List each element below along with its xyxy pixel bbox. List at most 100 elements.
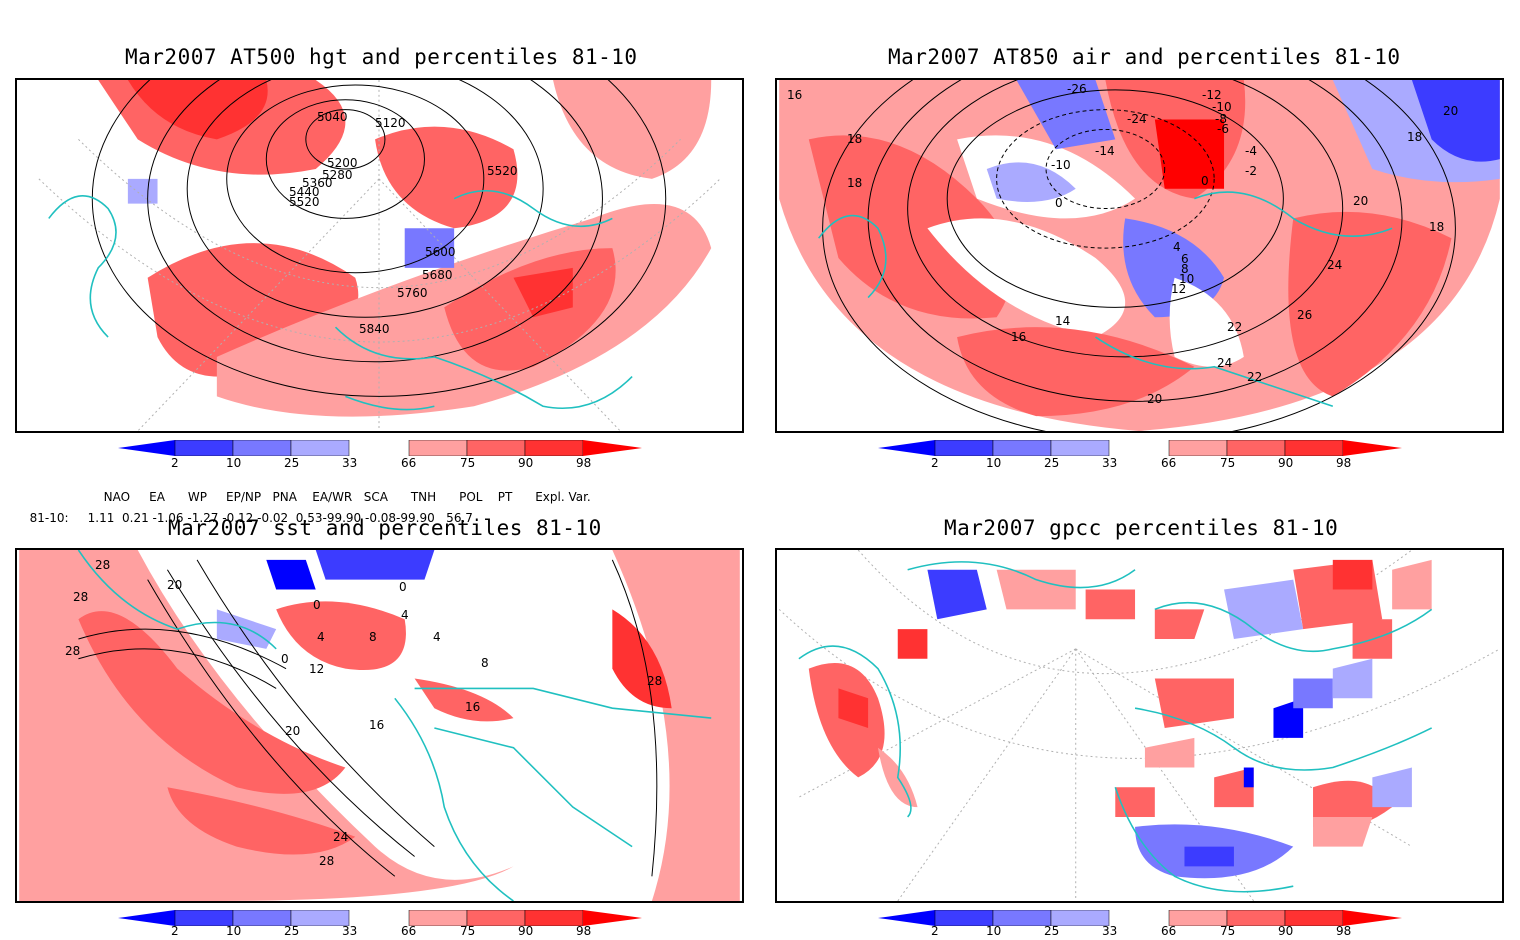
contour-label: -8 (1215, 112, 1227, 126)
contour-label: 24 (1217, 356, 1233, 370)
index-values: 1.11 0.21 -1.06 -1.27 -0.12 -0.02 0.53-9… (87, 511, 473, 525)
contour-label: 10 (1179, 272, 1195, 286)
shade-area (612, 609, 672, 709)
map-sst-svg (19, 550, 740, 901)
contour-label: 0 (1201, 174, 1209, 188)
contour-label: -26 (1067, 82, 1087, 96)
shade-area (927, 218, 1126, 338)
contour-label: 4 (1173, 240, 1181, 254)
shade-area (127, 178, 158, 204)
contour-label: 0 (1055, 196, 1063, 210)
colorbar-tick: 66 (401, 924, 417, 938)
index-header: EA (149, 490, 165, 504)
colorbar-sst-svg (118, 909, 642, 927)
colorbar-sst: 2 10 25 33 66 75 90 98 (118, 909, 642, 940)
colorbar-tick: 33 (1102, 924, 1118, 938)
map-gpcc-svg (779, 550, 1500, 901)
contour-label: 8 (1181, 262, 1189, 276)
contour-label: -24 (1127, 112, 1147, 126)
contour-label: 4 (317, 630, 325, 644)
contour-label: 16 (787, 88, 803, 102)
contour-label: 26 (1297, 308, 1313, 322)
contour-label: 5840 (359, 322, 390, 336)
contour-label: -12 (1202, 88, 1222, 102)
colorbar-tick: 75 (460, 456, 476, 470)
colorbar-tick: 75 (1220, 924, 1236, 938)
index-header: POL (459, 490, 483, 504)
index-header: EP/NP (226, 490, 262, 504)
shade-area (276, 601, 406, 671)
colorbar-tick: 90 (1278, 924, 1294, 938)
colorbar-tick: 90 (518, 456, 534, 470)
colorbar-tick: 98 (576, 924, 592, 938)
colorbar-tick: 10 (986, 924, 1002, 938)
colorbar-gpcc: 2 10 25 33 66 75 90 98 (878, 909, 1402, 940)
contour-label: 0 (313, 598, 321, 612)
shade-area (1411, 80, 1500, 162)
contour-label: 8 (481, 656, 489, 670)
precip-patches (808, 559, 1432, 879)
contour-label: 16 (465, 700, 481, 714)
contour-label: 28 (319, 854, 335, 868)
contour-label: 24 (333, 830, 349, 844)
colorbar-tick: 25 (1044, 924, 1060, 938)
contour-label: 22 (1247, 370, 1263, 384)
panel-title-hgt: Mar2007 AT500 hgt and percentiles 81-10 (125, 45, 638, 69)
contour-label: 0 (399, 580, 407, 594)
contour-label: 5600 (425, 245, 456, 259)
contour-label: 5520 (487, 164, 518, 178)
map-hgt: 5040 5120 5200 5280 5360 5440 5520 5520 … (15, 78, 744, 433)
contour-label: 14 (1055, 314, 1071, 328)
shade-area (266, 559, 316, 590)
shade-area (167, 787, 356, 855)
colorbar-tick: 98 (576, 456, 592, 470)
index-row-label: 81-10: (29, 511, 69, 525)
contour-label: 22 (1227, 320, 1243, 334)
contour-label: 20 (1147, 392, 1163, 406)
contour-label: -2 (1245, 164, 1257, 178)
contour-label: 20 (167, 578, 183, 592)
contour-label: 4 (401, 608, 409, 622)
index-header: Expl. Var. (535, 490, 591, 504)
colorbar-tick: 66 (1161, 924, 1177, 938)
map-air: 16 18 18 -26 -24 -12 -10 -8 -6 -4 -2 0 0… (775, 78, 1504, 433)
map-hgt-svg (19, 80, 740, 431)
colorbar-tick: 90 (1278, 456, 1294, 470)
contour-label: 5120 (375, 116, 406, 130)
shade-area (315, 550, 435, 580)
colorbar-tick: 25 (284, 456, 300, 470)
shade-area (1154, 119, 1225, 189)
colorbar-tick: 66 (401, 456, 417, 470)
contour-label: 5760 (397, 286, 428, 300)
index-header: EA/WR (312, 490, 353, 504)
index-header: NAO (103, 490, 131, 504)
colorbar-tick: 10 (226, 924, 242, 938)
colorbar-hgt: 2 10 25 33 66 75 90 98 (118, 439, 642, 470)
index-header: TNH (410, 490, 437, 504)
index-header: PNA (272, 490, 297, 504)
colorbar-tick: 33 (342, 924, 358, 938)
map-gpcc (775, 548, 1504, 903)
contour-label: 5040 (317, 110, 348, 124)
shade-area (127, 80, 268, 140)
shade-area (375, 126, 518, 229)
contour-label: 5200 (327, 156, 358, 170)
map-sst: 28 28 28 20 0 0 4 8 4 4 0 12 16 20 16 24… (15, 548, 744, 903)
colorbar-tick: 10 (986, 456, 1002, 470)
index-header: PT (497, 490, 513, 504)
map-air-svg (779, 80, 1500, 431)
colorbar-tick: 2 (931, 924, 939, 938)
contour-label: 20 (1443, 104, 1459, 118)
contour-label: 4 (433, 630, 441, 644)
contour-label: 8 (369, 630, 377, 644)
index-headers: NAO EA WP EP/NP PNA EA/WR SCA TNH POL PT… (96, 476, 591, 504)
contour-label: 18 (1429, 220, 1445, 234)
shade-area (553, 80, 712, 179)
colorbar-tick: 66 (1161, 456, 1177, 470)
contour-label: 16 (1011, 330, 1027, 344)
colorbar-tick: 98 (1336, 456, 1352, 470)
contour-label: 18 (847, 176, 863, 190)
colorbar-air: 2 10 25 33 66 75 90 98 (878, 439, 1402, 470)
contour-label: 5280 (322, 168, 353, 182)
contour-label: -6 (1217, 122, 1229, 136)
